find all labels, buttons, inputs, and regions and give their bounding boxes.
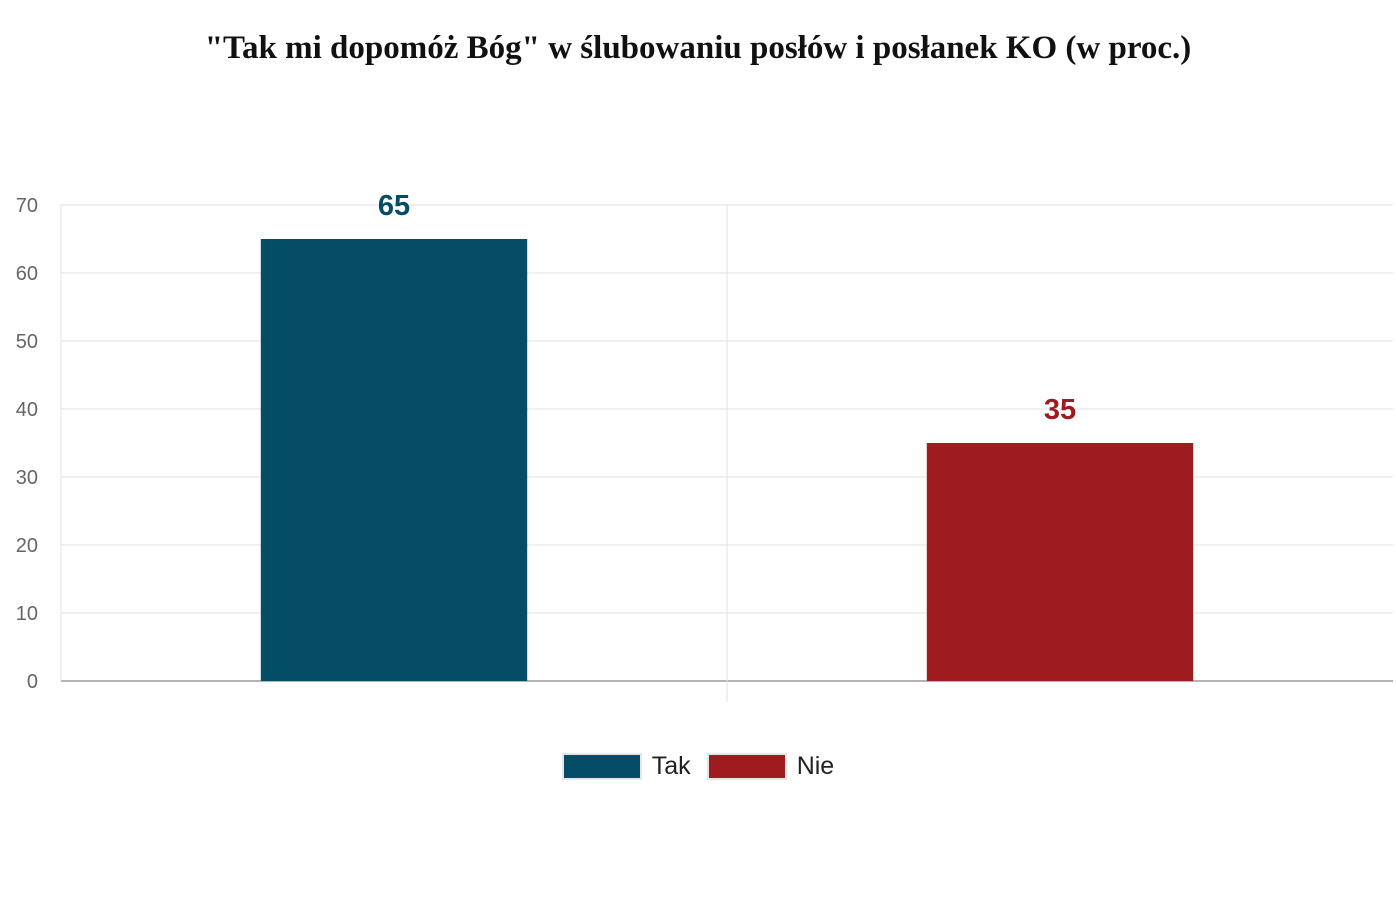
- legend-swatch-tak: [561, 753, 642, 780]
- data-label-tak: 65: [378, 190, 410, 222]
- legend-item-tak[interactable]: Tak: [561, 752, 691, 781]
- y-axis-ticks: 0 10 20 30 40 50 60 70: [16, 195, 38, 693]
- y-tick-label-70: 70: [16, 195, 38, 217]
- y-tick-label-0: 0: [27, 671, 38, 693]
- y-tick-label-30: 30: [16, 467, 38, 489]
- legend-label-nie: Nie: [796, 752, 835, 780]
- legend: Tak Nie: [0, 752, 1396, 781]
- bar-nie: [926, 443, 1194, 681]
- legend-label-tak: Tak: [651, 752, 691, 780]
- y-tick-label-10: 10: [16, 603, 38, 625]
- y-tick-label-50: 50: [16, 331, 38, 353]
- legend-item-nie[interactable]: Nie: [706, 752, 835, 781]
- chart-title: "Tak mi dopomóż Bóg" w ślubowaniu posłów…: [204, 30, 1192, 66]
- bar-tak: [260, 239, 528, 681]
- bars: [260, 239, 1194, 681]
- legend-swatch-nie: [706, 753, 787, 780]
- y-tick-label-60: 60: [16, 263, 38, 285]
- data-label-nie: 35: [1044, 394, 1076, 426]
- data-labels: 65 35: [378, 190, 1076, 426]
- y-tick-label-20: 20: [16, 535, 38, 557]
- bar-chart: 0 10 20 30 40 50 60 70 65 35: [16, 190, 1393, 702]
- y-tick-label-40: 40: [16, 399, 38, 421]
